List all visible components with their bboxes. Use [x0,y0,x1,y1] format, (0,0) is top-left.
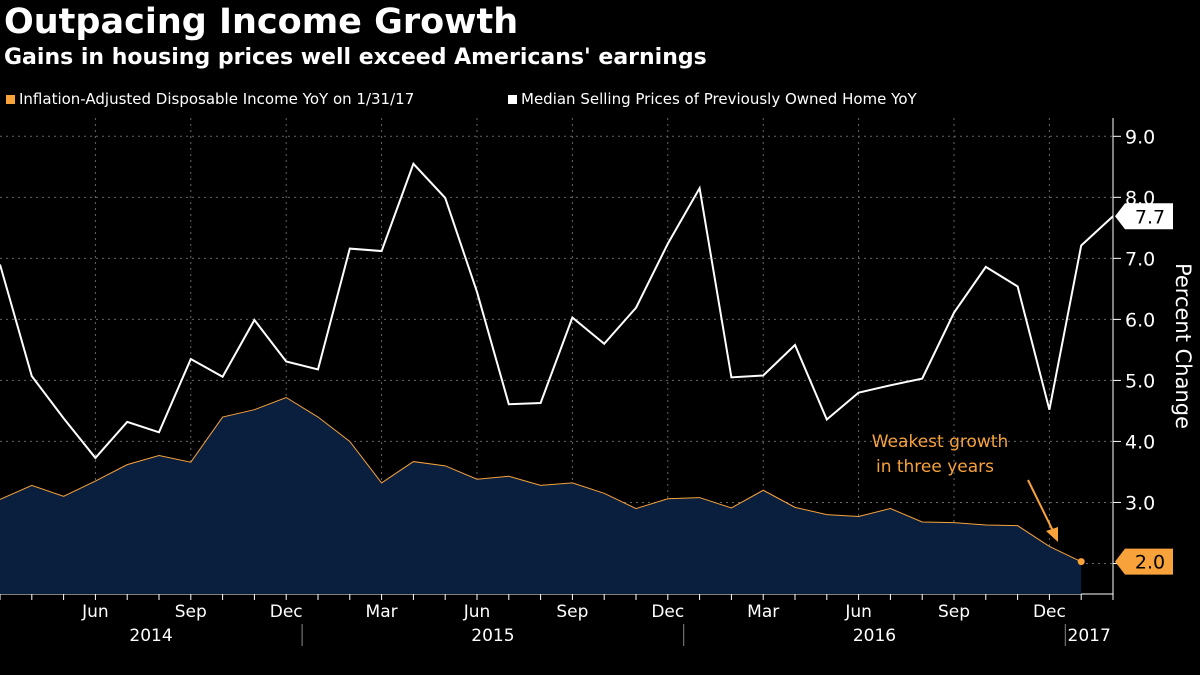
income-area [0,397,1082,594]
x-tick-label: Mar [366,602,398,622]
legend-swatch-income [6,94,15,104]
x-tick-label: Sep [556,602,588,622]
legend-label-income: Inflation-Adjusted Disposable Income YoY… [19,90,415,108]
x-tick-label: Sep [938,602,970,622]
income-last-value-tag-bg [1115,548,1173,575]
year-label: 2016 [853,626,896,646]
annotation-arrow-shaft [1027,479,1056,536]
income-line [0,396,1082,563]
x-tick-label: Jun [81,602,109,622]
annotation-line1: Weakest growth [872,432,1008,452]
legend-item-income: Inflation-Adjusted Disposable Income YoY… [6,90,414,108]
x-tick-label: Dec [651,602,684,622]
chart-subtitle: Gains in housing prices well exceed Amer… [4,45,707,70]
housing-line [0,161,1114,460]
housing-last-value-tag-label: 7.7 [1135,206,1165,228]
y-tick-label: 7.0 [1125,248,1155,270]
annotation-arrow-head [1046,527,1058,542]
y-tick-label: 9.0 [1125,126,1155,148]
chart-title: Outpacing Income Growth [4,2,519,42]
income-last-value-tag-label: 2.0 [1135,552,1165,574]
y-tick-label: 4.0 [1125,431,1155,453]
x-tick-label: Sep [175,602,207,622]
x-tick-label: Jun [463,602,491,622]
x-tick-label: Dec [1033,602,1066,622]
y-tick-label: 3.0 [1125,492,1155,514]
year-label: 2015 [471,626,514,646]
legend-item-housing: Median Selling Prices of Previously Owne… [508,90,917,108]
legend-label-housing: Median Selling Prices of Previously Owne… [521,90,917,108]
y-tick-label: 6.0 [1125,309,1155,331]
x-tick-label: Mar [747,602,779,622]
housing-last-value-tag-bg [1115,203,1173,230]
annotation-line2: in three years [876,457,994,477]
x-tick-label: Dec [270,602,303,622]
legend-swatch-housing [508,94,517,104]
y-tick-label: 5.0 [1125,370,1155,392]
year-label: 2017 [1068,626,1111,646]
year-label: 2014 [129,626,172,646]
y-axis-label: Percent Change [1171,263,1195,429]
x-tick-label: Jun [844,602,872,622]
income-last-point [1077,558,1085,566]
